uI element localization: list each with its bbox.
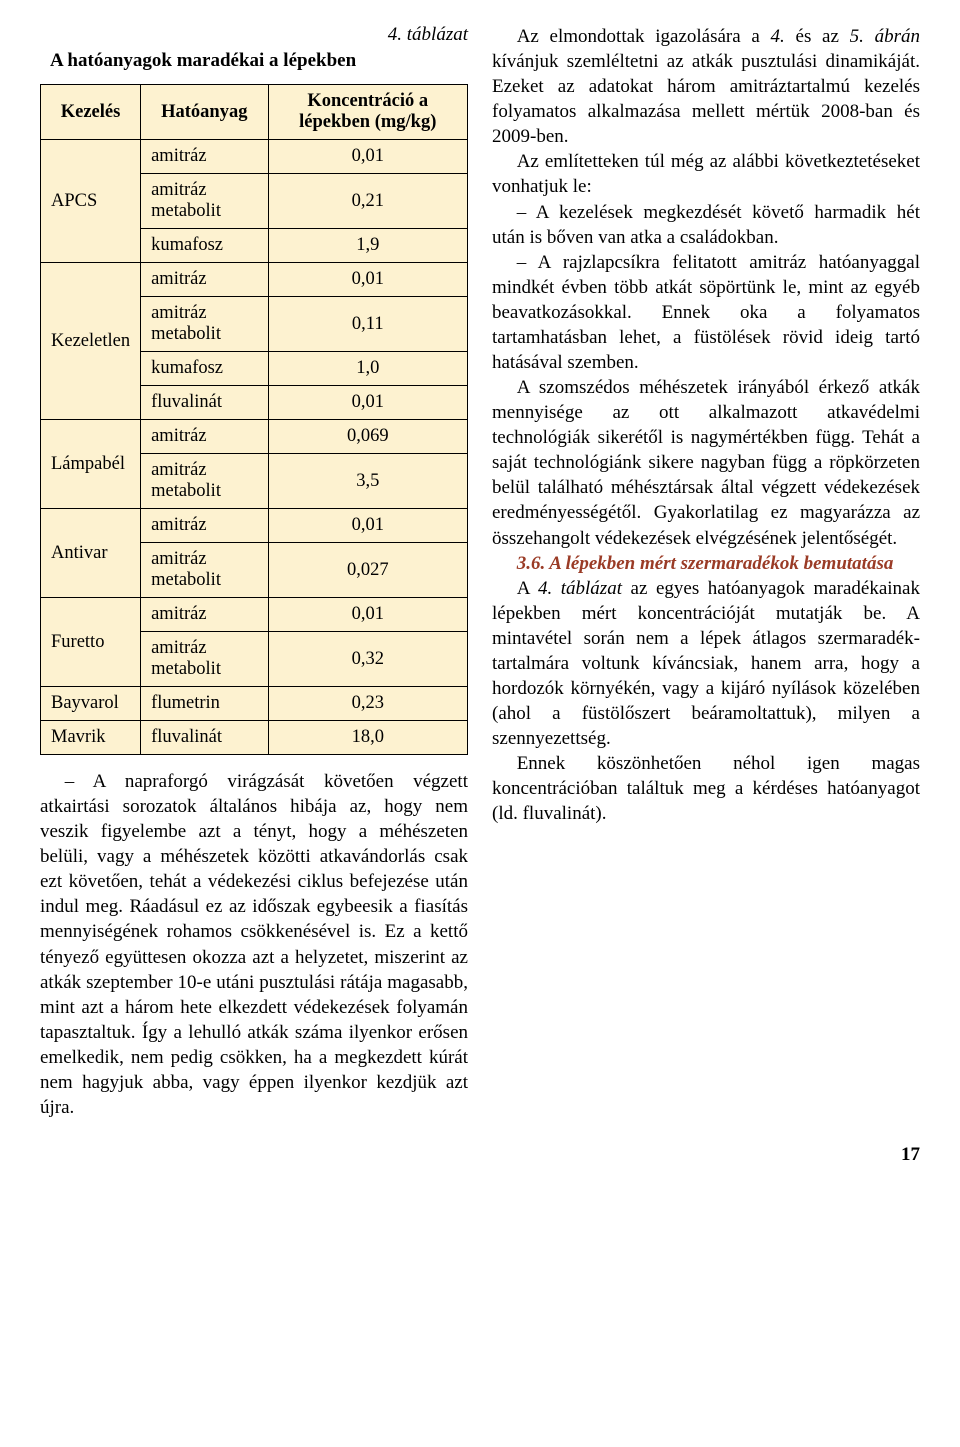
cell-value: 0,11: [268, 297, 468, 352]
table-row: Lámpabélamitráz0,069: [41, 420, 468, 454]
body-paragraph: A 4. táblázat az egyes hatóanyagok marad…: [492, 576, 920, 752]
cell-value: 0,01: [268, 509, 468, 543]
cell-treatment: Lámpabél: [41, 420, 141, 509]
cell-value: 0,32: [268, 632, 468, 687]
table-row: Bayvarolflumetrin0,23: [41, 687, 468, 721]
table-header-substance: Hatóanyag: [141, 85, 268, 140]
cell-substance: amitráz: [141, 598, 268, 632]
cell-substance: kumafosz: [141, 352, 268, 386]
residues-table: Kezelés Hatóanyag Koncentráció a lépekbe…: [40, 84, 468, 755]
cell-value: 0,01: [268, 598, 468, 632]
cell-value: 1,0: [268, 352, 468, 386]
left-body-text: – A napraforgó virágzását követően végze…: [40, 769, 468, 1120]
body-paragraph: Az említetteken túl még az alábbi követk…: [492, 149, 920, 199]
cell-value: 0,01: [268, 263, 468, 297]
page-number: 17: [40, 1144, 920, 1166]
cell-value: 0,01: [268, 140, 468, 174]
cell-substance: amitráz: [141, 140, 268, 174]
cell-value: 0,027: [268, 543, 468, 598]
cell-substance: amitráz metabolit: [141, 174, 268, 229]
cell-substance: amitráz metabolit: [141, 297, 268, 352]
body-paragraph: – A kezelések megkezdését követő harmadi…: [492, 200, 920, 250]
section-heading: 3.6. A lépekben mért szermaradékok bemut…: [492, 551, 920, 576]
body-paragraph: – A rajzlapcsíkra felitatott amitráz hat…: [492, 250, 920, 375]
cell-value: 3,5: [268, 454, 468, 509]
cell-value: 0,23: [268, 687, 468, 721]
cell-value: 0,21: [268, 174, 468, 229]
page-columns: 4. táblázat A hatóanyagok maradékai a lé…: [40, 24, 920, 1120]
cell-treatment: Furetto: [41, 598, 141, 687]
body-paragraph: Ennek köszönhetően néhol igen magas konc…: [492, 751, 920, 826]
cell-substance: amitráz metabolit: [141, 543, 268, 598]
cell-value: 0,069: [268, 420, 468, 454]
cell-treatment: Bayvarol: [41, 687, 141, 721]
cell-treatment: Kezeletlen: [41, 263, 141, 420]
table-header-treatment: Kezelés: [41, 85, 141, 140]
cell-treatment: Mavrik: [41, 721, 141, 755]
cell-treatment: APCS: [41, 140, 141, 263]
cell-value: 18,0: [268, 721, 468, 755]
table-header-concentration: Koncentráció a lépekben (mg/kg): [268, 85, 468, 140]
right-column: Az elmondottak igazolására a 4. és az 5.…: [492, 24, 920, 1120]
body-paragraph: Az elmondottak igazolására a 4. és az 5.…: [492, 24, 920, 149]
cell-value: 1,9: [268, 229, 468, 263]
table-caption: 4. táblázat: [40, 24, 468, 46]
cell-substance: amitráz: [141, 420, 268, 454]
cell-substance: amitráz metabolit: [141, 632, 268, 687]
body-paragraph: A szomszédos méhészetek irányából érkező…: [492, 375, 920, 551]
table-row: APCSamitráz0,01: [41, 140, 468, 174]
left-column: 4. táblázat A hatóanyagok maradékai a lé…: [40, 24, 468, 1120]
cell-substance: amitráz metabolit: [141, 454, 268, 509]
table-row: Antivaramitráz0,01: [41, 509, 468, 543]
cell-substance: fluvalinát: [141, 386, 268, 420]
table-row: Mavrikfluvalinát18,0: [41, 721, 468, 755]
cell-treatment: Antivar: [41, 509, 141, 598]
cell-substance: amitráz: [141, 509, 268, 543]
cell-substance: fluvalinát: [141, 721, 268, 755]
table-row: Kezeletlenamitráz0,01: [41, 263, 468, 297]
table-row: Furettoamitráz0,01: [41, 598, 468, 632]
cell-substance: flumetrin: [141, 687, 268, 721]
table-title: A hatóanyagok maradékai a lépekben: [40, 50, 468, 72]
cell-substance: kumafosz: [141, 229, 268, 263]
cell-substance: amitráz: [141, 263, 268, 297]
cell-value: 0,01: [268, 386, 468, 420]
